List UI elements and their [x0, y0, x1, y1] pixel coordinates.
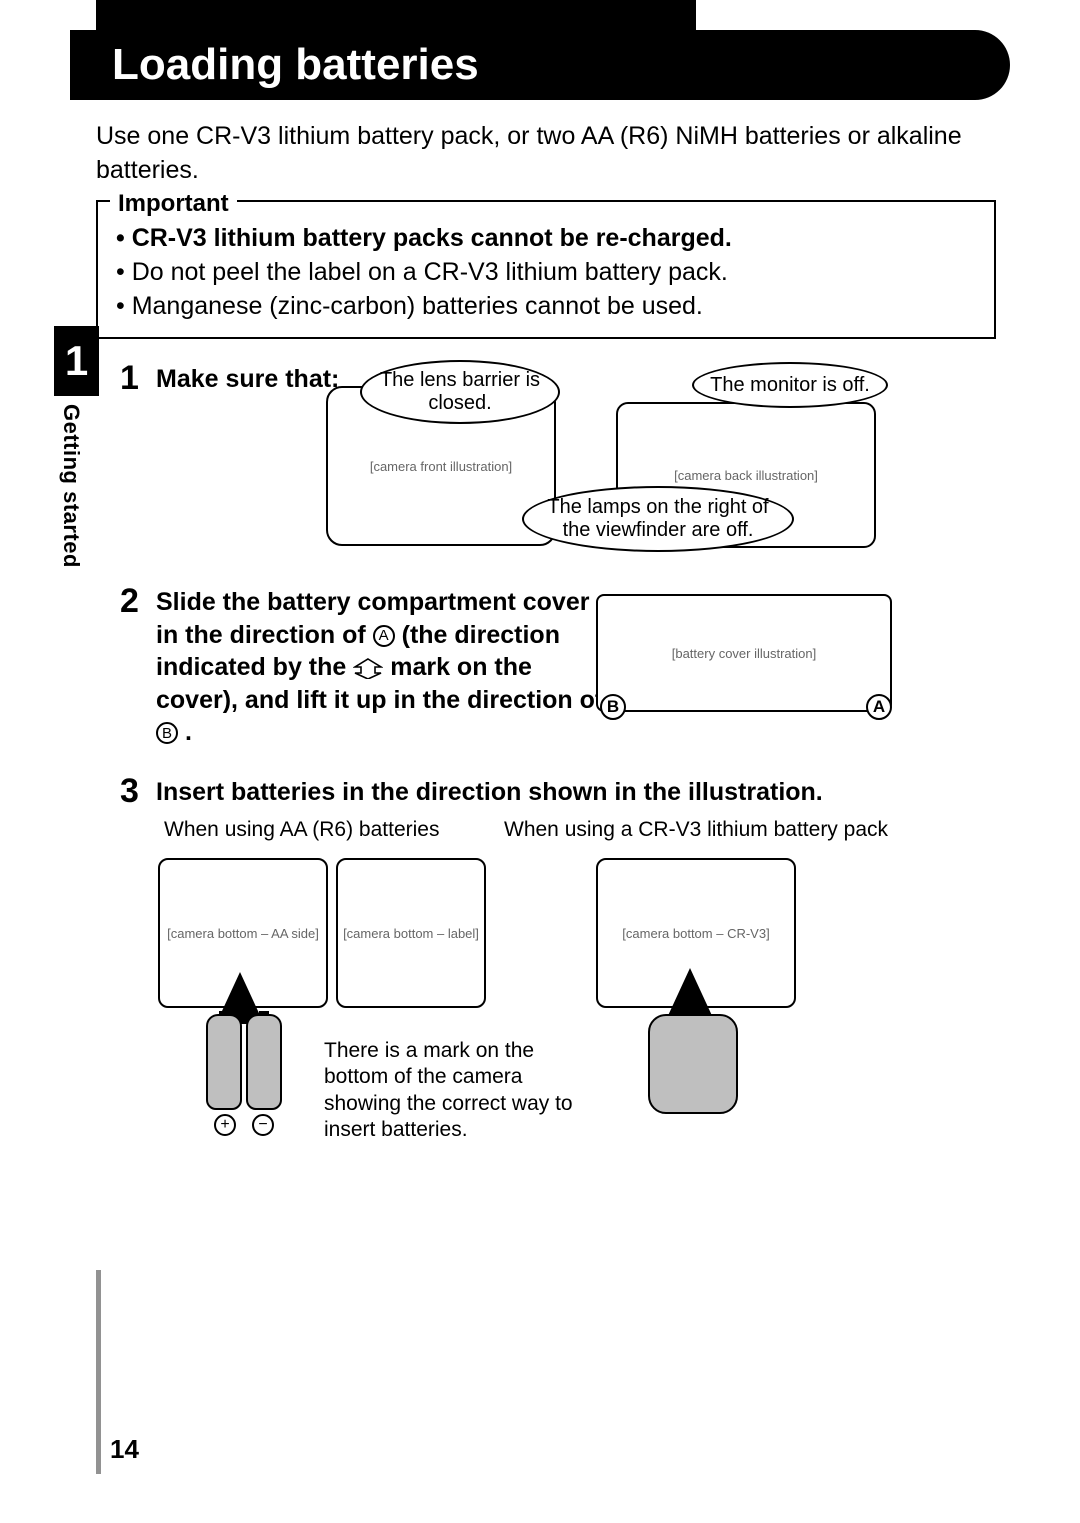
step-number: 2	[120, 582, 139, 621]
chapter-label: Getting started	[58, 404, 84, 568]
circled-letter-a: A	[373, 625, 395, 647]
step-heading: Insert batteries in the direction shown …	[156, 776, 986, 809]
insert-arrow-icon	[666, 968, 714, 1020]
step-heading: Slide the battery compartment cover in t…	[156, 586, 606, 749]
chapter-number: 1	[65, 337, 88, 385]
battery-cover-illustration: [battery cover illustration]	[596, 594, 892, 712]
step-number: 3	[120, 772, 139, 811]
label-a: A	[866, 694, 892, 720]
top-black-tab	[96, 0, 696, 30]
important-item: Do not peel the label on a CR-V3 lithium…	[116, 256, 976, 290]
polarity-row: + −	[206, 1114, 282, 1136]
left-margin-rule	[96, 1270, 101, 1474]
important-item: Manganese (zinc-carbon) batteries cannot…	[116, 290, 976, 324]
caption-crv3: When using a CR-V3 lithium battery pack	[504, 818, 888, 842]
label-b: B	[600, 694, 626, 720]
step2-text-post: .	[185, 718, 192, 746]
step-heading: Make sure that:	[156, 363, 339, 396]
title-bar: Loading batteries	[70, 30, 1010, 100]
polarity-minus-icon: −	[252, 1114, 274, 1136]
aa-label-illustration: [camera bottom – label]	[336, 858, 486, 1008]
circled-letter-b: B	[156, 722, 178, 744]
chapter-number-tab: 1	[54, 326, 99, 396]
step-number: 1	[120, 359, 139, 398]
page-title: Loading batteries	[112, 40, 479, 90]
manual-page: Loading batteries Use one CR-V3 lithium …	[0, 0, 1080, 1523]
callout-monitor-off: The monitor is off.	[692, 362, 888, 408]
important-legend: Important	[110, 190, 237, 218]
important-box: CR-V3 lithium battery packs cannot be re…	[96, 200, 996, 339]
cover-arrow-icon	[353, 657, 383, 679]
intro-text: Use one CR-V3 lithium battery pack, or t…	[96, 120, 996, 188]
crv3-battery-graphic	[648, 1014, 738, 1114]
polarity-plus-icon: +	[214, 1114, 236, 1136]
important-item: CR-V3 lithium battery packs cannot be re…	[116, 222, 976, 256]
page-number: 14	[110, 1434, 139, 1465]
caption-aa-batteries: When using AA (R6) batteries	[164, 818, 439, 842]
step3-note: There is a mark on the bottom of the cam…	[324, 1038, 574, 1143]
aa-battery-icon	[246, 1014, 282, 1110]
aa-battery-icon	[206, 1014, 242, 1110]
callout-lens-barrier: The lens barrier is closed.	[360, 360, 560, 424]
callout-lamps-off: The lamps on the right of the viewfinder…	[522, 486, 794, 552]
aa-batteries-graphic	[206, 1014, 282, 1110]
